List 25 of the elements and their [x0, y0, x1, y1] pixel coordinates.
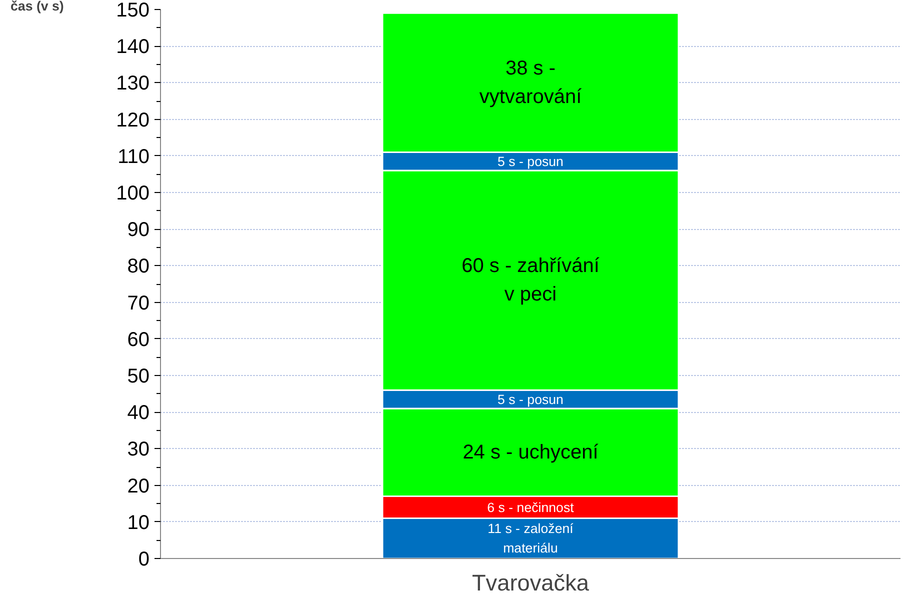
y-tick-label: 140	[116, 36, 150, 58]
y-tick-label: 10	[127, 512, 150, 534]
y-tick-label: 50	[127, 366, 150, 388]
y-tick-label: 0	[138, 548, 150, 570]
y-tick-label: 100	[116, 182, 150, 204]
data-label: 5 s - posun	[498, 154, 564, 169]
y-tick-label: 70	[127, 292, 150, 314]
y-tick-label: 80	[127, 256, 150, 278]
data-label: 5 s - posun	[498, 392, 564, 407]
data-label: 38 s - vytvarování	[479, 57, 582, 108]
y-tick-label: 120	[116, 109, 150, 132]
y-tick-label: 90	[127, 219, 150, 242]
x-tick-label: Tvarovačka	[472, 570, 590, 596]
y-tick-label: 110	[118, 146, 150, 168]
data-label: 6 s - nečinnost	[487, 500, 574, 515]
y-tick-label: 150	[116, 0, 150, 22]
data-label: 24 s - uchycení	[462, 441, 599, 464]
data-label: 11 s - založení materiálu	[488, 521, 574, 556]
y-tick-label: 60	[127, 328, 150, 351]
data-label: 60 s - zahřívání v peci	[462, 255, 600, 306]
y-tick-label: 30	[127, 438, 150, 461]
y-tick-label: 20	[127, 475, 150, 498]
y-tick-label: 130	[116, 72, 150, 95]
y-tick-label: 40	[127, 402, 150, 424]
y-axis-title: čas (v s)	[10, 0, 64, 14]
